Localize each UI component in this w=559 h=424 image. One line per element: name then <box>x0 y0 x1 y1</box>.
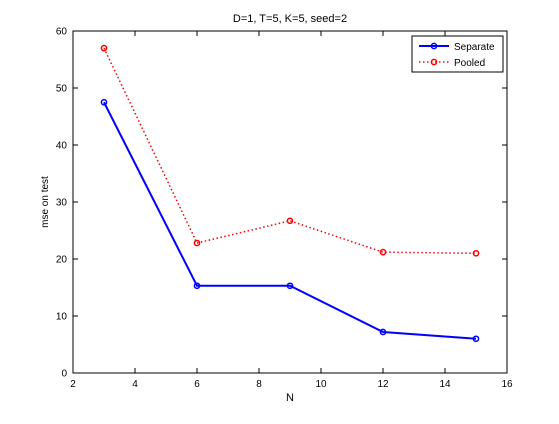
data-point-separate <box>100 98 108 106</box>
data-point-separate <box>193 282 201 290</box>
x-tick-label: 14 <box>439 379 451 390</box>
series-line-pooled <box>103 47 477 255</box>
legend-box <box>411 35 504 73</box>
axis-ticks: 2 4 6 8 10 12 14 16 0 10 20 30 40 50 60 <box>56 27 513 391</box>
chart-title: D=1, T=5, K=5, seed=2 <box>233 13 347 25</box>
legend: Separate Pooled <box>411 35 504 73</box>
series-line-separate <box>103 101 477 340</box>
data-point-pooled <box>100 44 108 52</box>
data-point-pooled <box>379 248 387 256</box>
x-tick-label: 8 <box>256 379 262 390</box>
legend-label-pooled: Pooled <box>454 58 485 69</box>
data-point-pooled <box>193 239 201 247</box>
x-tick-label: 12 <box>377 379 389 390</box>
y-tick-label: 20 <box>56 255 68 266</box>
y-tick-label: 40 <box>56 141 68 152</box>
x-tick-label: 4 <box>132 379 138 390</box>
data-point-pooled <box>286 217 294 225</box>
data-point-pooled <box>472 249 480 257</box>
series-layer <box>100 44 480 343</box>
x-tick-label: 10 <box>315 379 327 390</box>
data-point-separate <box>472 335 480 343</box>
plot-area <box>72 30 508 374</box>
legend-marker-separate <box>430 42 438 50</box>
y-tick-label: 10 <box>56 312 68 323</box>
y-axis-label: mse on test <box>40 176 51 228</box>
x-axis-label: N <box>286 392 294 404</box>
data-point-separate <box>379 328 387 336</box>
data-point-separate <box>286 282 294 290</box>
y-tick-label: 0 <box>61 369 67 380</box>
legend-label-separate: Separate <box>454 42 495 53</box>
y-tick-label: 60 <box>56 27 68 38</box>
x-tick-label: 2 <box>70 379 76 390</box>
x-tick-label: 6 <box>194 379 200 390</box>
x-tick-label: 16 <box>501 379 513 390</box>
y-tick-label: 30 <box>56 198 68 209</box>
legend-marker-pooled <box>430 58 438 66</box>
y-tick-label: 50 <box>56 84 68 95</box>
